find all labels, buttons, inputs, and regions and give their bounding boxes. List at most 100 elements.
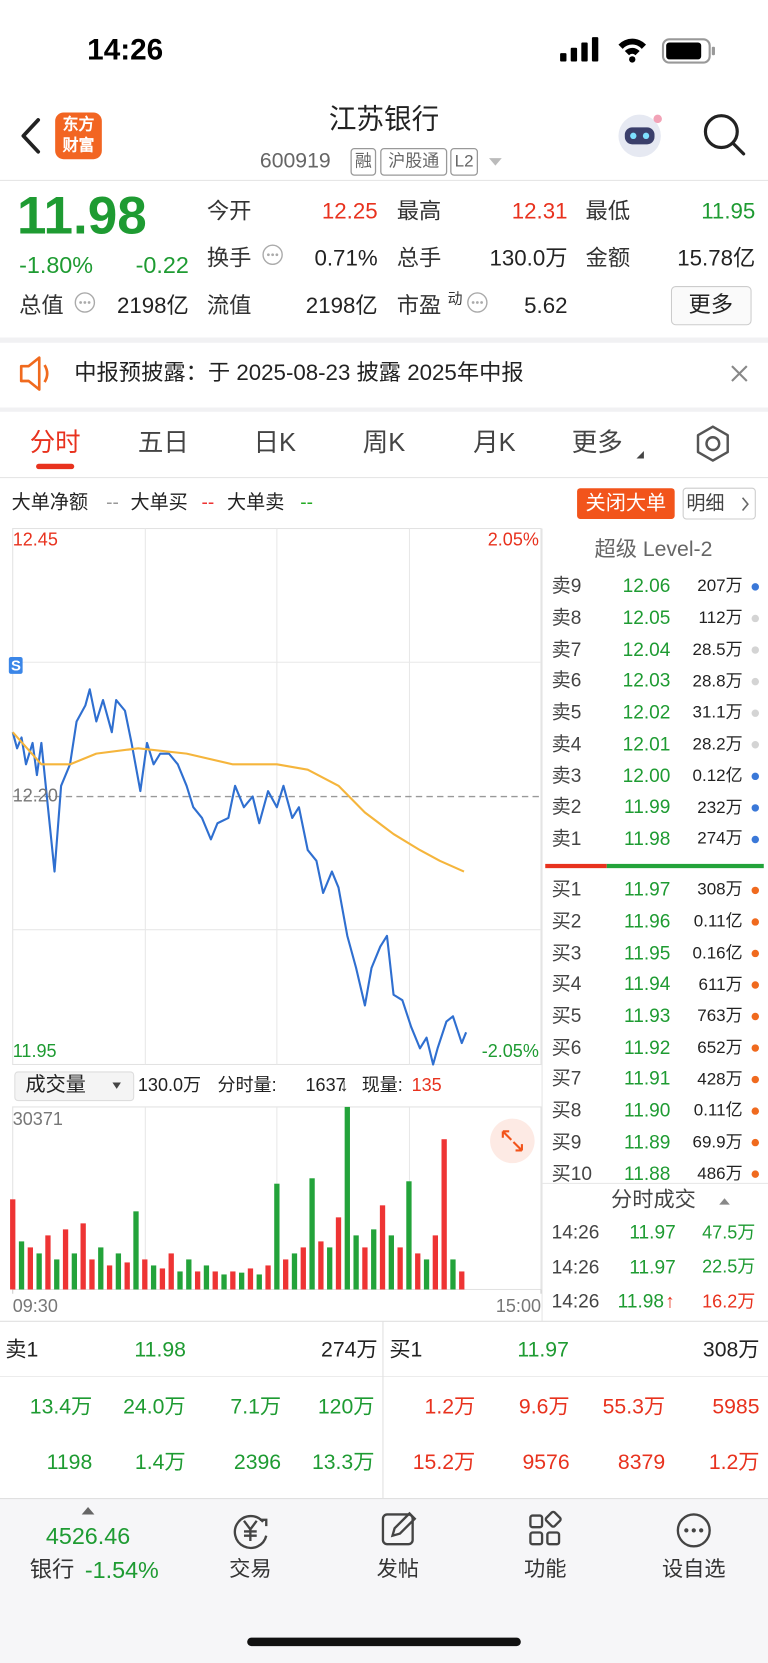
- trade-arrow: ↑: [665, 1290, 675, 1312]
- indicator-name[interactable]: 成交量: [25, 1073, 86, 1096]
- nav-item[interactable]: 交易: [229, 1557, 272, 1582]
- summary-cell: 24.0万: [123, 1395, 186, 1419]
- book-label: 买5: [551, 1005, 582, 1027]
- stat-value: 130.0万: [489, 246, 568, 272]
- code-dropdown[interactable]: [489, 158, 502, 166]
- more-button[interactable]: [670, 286, 752, 326]
- indicator-dropdown[interactable]: [14, 1071, 135, 1102]
- summary-volume: 308万: [702, 1338, 760, 1362]
- book-dot: [751, 1138, 760, 1147]
- book-price: 12.04: [622, 638, 671, 660]
- index-toggle[interactable]: [81, 1507, 95, 1515]
- info-dots: [79, 253, 483, 304]
- volume-bar: [318, 1241, 324, 1290]
- volume-bar: [362, 1247, 368, 1290]
- logo-text: 东方: [62, 115, 95, 134]
- book-volume: 274万: [697, 830, 743, 849]
- volume-bar: [133, 1211, 139, 1290]
- stat-label: 总手: [396, 246, 442, 272]
- search-button[interactable]: [703, 114, 746, 156]
- close-notice[interactable]: [731, 365, 748, 382]
- volume-bar: [423, 1259, 430, 1290]
- nav-item[interactable]: 设自选: [661, 1557, 726, 1582]
- tab[interactable]: 日K: [253, 428, 296, 457]
- book-volume: 112万: [698, 609, 743, 628]
- stat-value: 0.71%: [314, 246, 378, 272]
- volume-bar: [230, 1271, 236, 1290]
- tab[interactable]: 月K: [473, 428, 516, 457]
- book-dot: [751, 709, 760, 717]
- volume-bar: [441, 1139, 447, 1290]
- volume-bar: [309, 1178, 315, 1290]
- robot-avatar[interactable]: [618, 114, 662, 158]
- index-name: 银行: [29, 1558, 75, 1583]
- book-price: 11.93: [624, 1005, 671, 1027]
- nav-item[interactable]: 功能: [524, 1557, 567, 1582]
- book-label: 卖4: [551, 733, 582, 755]
- back-button[interactable]: [21, 118, 41, 154]
- close-big-order-button[interactable]: [577, 488, 675, 519]
- summary-cell: 1.2万: [424, 1395, 476, 1419]
- book-price: 12.02: [622, 701, 671, 723]
- stock-tag: 沪股通: [388, 153, 440, 172]
- book-volume: 763万: [697, 1007, 743, 1026]
- stat-value: 2198亿: [116, 294, 189, 319]
- book-label: 买1: [551, 878, 582, 901]
- book-dot: [751, 1075, 760, 1084]
- legend-mark: --: [300, 491, 313, 513]
- volume-bar: [379, 1205, 386, 1290]
- book-dot: [751, 1107, 760, 1115]
- trade-time: 14:26: [551, 1221, 600, 1243]
- stat-label: 换手: [206, 246, 252, 272]
- volume-bar: [186, 1259, 192, 1290]
- volume-bar: [54, 1259, 60, 1290]
- tab[interactable]: 周K: [362, 428, 406, 457]
- summary-cell: 120万: [317, 1395, 375, 1419]
- stat-label: 最低: [585, 199, 631, 225]
- trade-time: 14:26: [551, 1256, 600, 1278]
- volume-bar: [274, 1183, 280, 1290]
- nav-item[interactable]: 发帖: [376, 1557, 420, 1582]
- change-percent: -1.80%: [19, 251, 94, 278]
- trade-volume: 47.5万: [702, 1222, 756, 1243]
- volume-bar: [159, 1268, 166, 1290]
- detail-button[interactable]: [682, 487, 756, 520]
- volume-bar: [80, 1223, 86, 1290]
- book-dot: [751, 1170, 760, 1178]
- settings-button[interactable]: [696, 425, 729, 462]
- price-line: [11, 688, 468, 1066]
- y-tick-label: 11.95: [12, 1040, 57, 1062]
- volume-bar: [194, 1271, 201, 1290]
- status-icons: [560, 37, 715, 64]
- summary-label: 买1: [389, 1338, 423, 1362]
- index-value: 4526.46: [45, 1522, 131, 1550]
- volume-info: ↓: [339, 1074, 349, 1096]
- tab[interactable]: 更多: [571, 428, 623, 457]
- summary-cell: 1198: [46, 1450, 93, 1475]
- book-price: 12.03: [622, 670, 671, 692]
- book-dot: [751, 677, 760, 686]
- button-label[interactable]: 关闭大单: [585, 492, 667, 515]
- button-label[interactable]: 明细: [686, 492, 725, 514]
- volume-bar: [98, 1247, 104, 1290]
- volume-bar: [283, 1259, 289, 1290]
- volume-bar: [300, 1247, 306, 1290]
- nav-icons: [233, 1510, 711, 1550]
- legend-mark: --: [201, 491, 215, 513]
- tab[interactable]: 五日: [137, 428, 189, 457]
- book-dot: [751, 741, 760, 749]
- volume-bar: [256, 1274, 262, 1290]
- more-button-label[interactable]: 更多: [688, 293, 734, 318]
- legend-label: 大单买: [130, 491, 188, 513]
- summary-cell: 5985: [712, 1395, 760, 1419]
- tab-more-arrow: [636, 451, 644, 459]
- trades-toggle[interactable]: [719, 1198, 730, 1205]
- tab[interactable]: 分时: [29, 428, 81, 457]
- expand-button[interactable]: [490, 1118, 535, 1164]
- book-split-ask: [545, 863, 607, 869]
- book-label: 卖2: [551, 796, 582, 818]
- stat-value: 2198亿: [305, 294, 378, 319]
- book-price: 11.95: [624, 942, 671, 964]
- book-price: 11.90: [624, 1099, 671, 1121]
